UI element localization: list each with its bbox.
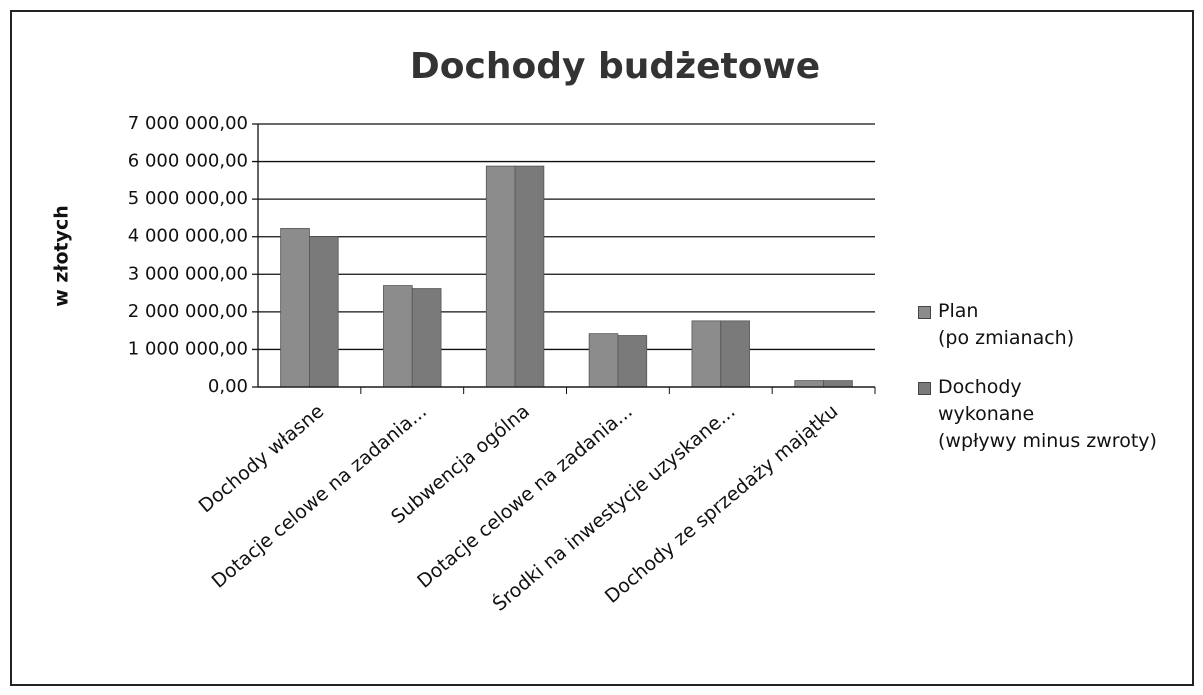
chart-title: Dochody budżetowe [410, 46, 820, 87]
y-tick-label: 3 000 000,00 [128, 263, 248, 284]
bar [588, 333, 619, 388]
bar [823, 380, 853, 388]
y-tick-label: 0,00 [208, 376, 248, 397]
legend-item: Plan (po zmianach) [918, 298, 1157, 352]
frame [10, 10, 1194, 686]
x-tick-label: Dotacje celowe na zadania... [208, 400, 431, 592]
bar [485, 165, 516, 388]
bar [720, 320, 750, 388]
bar [383, 285, 413, 388]
legend: Plan (po zmianach) Dochody wykonane (wpły… [918, 298, 1157, 477]
bar [280, 228, 310, 388]
bar [514, 165, 545, 388]
y-tick-label: 7 000 000,00 [128, 113, 248, 134]
legend-item: Dochody wykonane (wpływy minus zwroty) [918, 374, 1157, 455]
legend-label: Plan (po zmianach) [938, 300, 1075, 349]
legend-swatch [918, 382, 931, 395]
x-tick-label: Dotacje celowe na zadania... [413, 400, 636, 592]
bar [691, 320, 722, 388]
y-tick-label: 4 000 000,00 [128, 226, 248, 247]
y-tick-label: 1 000 000,00 [128, 338, 248, 359]
bar [794, 380, 824, 388]
bar [411, 288, 442, 388]
bar [309, 236, 339, 388]
legend-label: Dochody wykonane (wpływy minus zwroty) [938, 376, 1157, 452]
y-tick-label: 6 000 000,00 [128, 151, 248, 172]
legend-swatch [918, 306, 931, 319]
y-axis-label: w złotych [51, 205, 73, 307]
y-tick-label: 2 000 000,00 [128, 301, 248, 322]
y-tick-label: 5 000 000,00 [128, 188, 248, 209]
bar [617, 335, 648, 388]
